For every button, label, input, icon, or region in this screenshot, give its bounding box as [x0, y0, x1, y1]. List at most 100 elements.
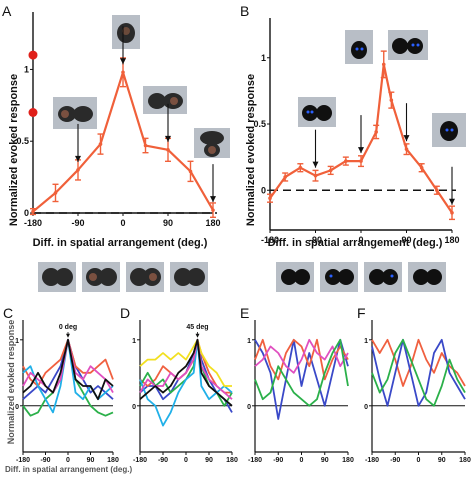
- x-tick-label-e-2: 0: [300, 457, 304, 464]
- series-line-e-3: [254, 338, 349, 407]
- arrow-head-a-0: [75, 155, 81, 162]
- stimulus-image-a-0: [112, 15, 140, 49]
- data-point-b-11: [419, 165, 424, 170]
- x-tick-label-f-0: -180: [365, 457, 379, 464]
- x-tick-label-d-1: -90: [158, 457, 168, 464]
- x-tick-label-d-3: 90: [205, 457, 213, 464]
- series-line-e-1: [254, 338, 349, 381]
- series-line-d-4: [139, 338, 232, 387]
- x-tick-label-e-1: -90: [273, 457, 283, 464]
- stimulus-row-a: [38, 262, 208, 292]
- panel-label-c: C: [3, 305, 13, 321]
- red-marker-a-5: [28, 108, 38, 117]
- data-point-a-0: [31, 209, 35, 214]
- x-tick-label-d-0: -180: [133, 457, 147, 464]
- x-tick-label-a-0: -180: [24, 218, 42, 228]
- x-axis-title-c: Diff. in spatial arrangement (deg.): [5, 465, 132, 474]
- peak-arrow-head-c: [66, 333, 70, 338]
- chart-e: 0 1 -180 -90 0 90 180: [247, 320, 354, 464]
- series-line-b-0: [269, 63, 453, 214]
- data-point-b-2: [298, 165, 303, 170]
- y-tick-label-a-1: 0.5: [16, 136, 29, 146]
- y-tick-label-a-0: 0: [24, 208, 29, 218]
- y-tick-label-e-1: 1: [247, 338, 251, 345]
- data-point-a-3: [98, 142, 103, 146]
- y-tick-label-a-2: 1: [24, 64, 29, 74]
- data-point-b-7: [374, 130, 378, 134]
- series-line-e-0: [254, 338, 349, 420]
- data-point-a-1: [53, 191, 58, 195]
- series-line-c-5: [22, 338, 114, 401]
- series-line-d-6: [139, 338, 233, 407]
- y-tick-label-b-2: 1: [261, 53, 266, 63]
- stimulus-thumbnails-a: [53, 15, 230, 158]
- x-tick-label-d-4: 180: [226, 457, 238, 464]
- x-tick-label-e-0: -180: [248, 457, 262, 464]
- x-tick-label-a-2: 0: [120, 218, 125, 228]
- x-tick-label-f-2: 0: [417, 457, 421, 464]
- y-tick-label-b-1: 0.5: [253, 119, 266, 129]
- x-tick-label-c-2: 0: [66, 457, 70, 464]
- x-axis-title-a: Diff. in spatial arrangement (deg.): [33, 237, 208, 249]
- arrow-head-a-2: [165, 135, 171, 142]
- x-tick-label-b-3: 90: [401, 235, 411, 245]
- data-point-a-4: [121, 70, 125, 75]
- data-point-b-13: [450, 210, 454, 215]
- arrow-head-b-3: [449, 198, 455, 205]
- stimulus-image-a-m90: [53, 97, 97, 129]
- y-tick-label-f-1: 1: [364, 338, 368, 345]
- x-tick-label-b-4: 180: [444, 235, 459, 245]
- series-line-c-0: [22, 338, 114, 400]
- chart-d: 0 1 -180 -90 0 90 180 45 deg: [132, 320, 238, 464]
- x-tick-label-e-3: 90: [321, 457, 329, 464]
- y-tick-label-f-0: 0: [364, 404, 368, 411]
- x-tick-label-a-4: 180: [205, 218, 220, 228]
- panel-label-a: A: [2, 3, 12, 19]
- x-tick-label-a-3: 90: [163, 218, 173, 228]
- arrow-head-b-1: [358, 147, 364, 154]
- peak-arrow-head-d: [195, 333, 200, 338]
- stimulus-image-b-row-2: [320, 262, 358, 292]
- data-point-b-10: [404, 147, 409, 151]
- peak-label-d: 45 deg: [186, 324, 208, 331]
- x-tick-label-f-1: -90: [390, 457, 400, 464]
- y-axis-title-c: Normalized evoked response: [6, 320, 16, 445]
- chart-f: 0 1 -180 -90 0 90 180: [364, 320, 471, 464]
- data-point-a-5: [143, 143, 148, 148]
- series-line-e-2: [254, 338, 349, 374]
- y-tick-label-c-1: 1: [15, 338, 19, 345]
- y-tick-label-d-0: 0: [132, 404, 136, 411]
- arrow-head-a-3: [210, 196, 216, 203]
- stimulus-thumbnails-b: [298, 30, 466, 147]
- data-point-b-9: [389, 98, 394, 102]
- series-line-f-2: [371, 338, 466, 407]
- data-point-b-3: [313, 173, 318, 178]
- data-point-a-6: [166, 148, 170, 152]
- chart-a: 0 0.5 1 -180 -90 0 90 180: [16, 12, 221, 228]
- y-tick-label-c-0: 0: [15, 404, 19, 411]
- y-tick-label-b-0: 0: [261, 185, 266, 195]
- x-tick-label-c-3: 90: [87, 457, 95, 464]
- arrow-head-b-2: [403, 135, 410, 142]
- x-tick-label-c-0: -180: [16, 457, 30, 464]
- chart-b: 0 0.5 1 -180 -90 0 90 180: [253, 18, 460, 245]
- y-axis-title-a: Normalized evoked response: [8, 74, 20, 226]
- stimulus-image-b-row-4: [408, 262, 446, 292]
- stimulus-image-b-row-1: [276, 262, 314, 292]
- x-axis-title-b: Diff. in spatial arrangement (deg.): [268, 237, 443, 249]
- x-tick-label-c-1: -90: [40, 457, 50, 464]
- series-line-f-1: [371, 338, 466, 407]
- series-line-f-0: [371, 338, 466, 387]
- stimulus-image-a-row-2: [82, 262, 120, 292]
- y-tick-label-e-0: 0: [247, 404, 251, 411]
- x-tick-label-c-4: 180: [107, 457, 119, 464]
- x-tick-label-f-4: 180: [459, 457, 471, 464]
- charts-layer: 0 0.5 1 -180 -90 0 90 180 0 0.5 1 -180 -90 0 90 180 0 1 -1…: [15, 12, 471, 464]
- y-tick-label-d-1: 1: [132, 338, 136, 345]
- data-point-a-2: [76, 168, 80, 172]
- arrow-head-b-0: [312, 161, 319, 168]
- arrow-head-a-1: [120, 58, 126, 65]
- x-tick-label-b-1: -90: [309, 235, 322, 245]
- stimulus-image-a-row-4: [170, 262, 208, 292]
